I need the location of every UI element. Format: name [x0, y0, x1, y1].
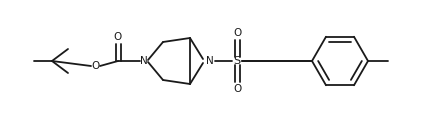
Text: O: O [233, 28, 241, 38]
Text: O: O [114, 32, 122, 42]
Text: O: O [91, 61, 99, 71]
Text: S: S [233, 56, 240, 66]
Text: N: N [206, 56, 214, 66]
Text: N: N [140, 56, 148, 66]
Text: O: O [233, 84, 241, 94]
